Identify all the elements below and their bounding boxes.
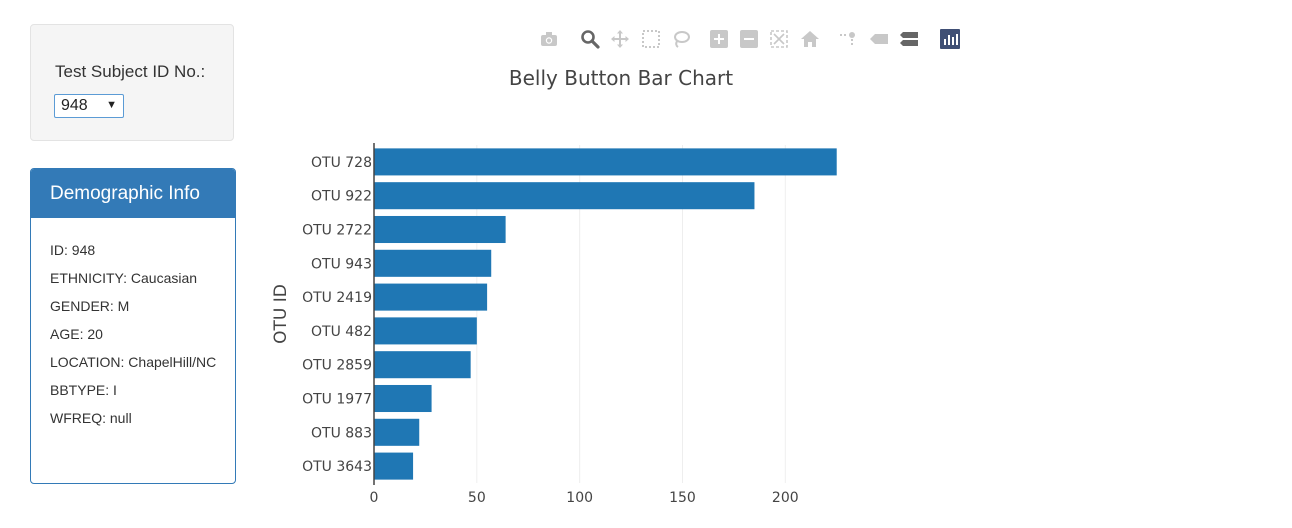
x-tick-label: 50 xyxy=(468,490,486,506)
y-axis-title: OTU ID xyxy=(271,284,291,344)
metadata-line: ID: 948 xyxy=(50,242,96,258)
y-tick-label: OTU 883 xyxy=(311,425,372,441)
bar[interactable] xyxy=(374,384,432,413)
y-tick-label: OTU 943 xyxy=(311,256,372,272)
metadata-line: WFREQ: null xyxy=(50,410,132,426)
subject-id-dropdown[interactable]: 948 ▼ xyxy=(54,94,124,118)
bar[interactable] xyxy=(374,418,420,446)
metadata-line: LOCATION: ChapelHill/NC xyxy=(50,354,217,370)
metadata-line: GENDER: M xyxy=(50,298,130,314)
bar[interactable] xyxy=(374,351,471,379)
bar[interactable] xyxy=(374,452,414,480)
y-tick-label: OTU 922 xyxy=(311,189,372,205)
hover-compare-icon[interactable] xyxy=(898,28,920,50)
bar[interactable] xyxy=(374,148,837,176)
spike-lines-icon[interactable] xyxy=(837,28,859,50)
y-tick-label: OTU 2419 xyxy=(302,290,372,306)
zoom-icon[interactable] xyxy=(579,28,601,50)
metadata-line: BBTYPE: I xyxy=(50,382,117,398)
hover-closest-icon[interactable] xyxy=(868,28,890,50)
bar[interactable] xyxy=(374,317,477,345)
bar[interactable] xyxy=(374,182,755,210)
autoscale-icon[interactable] xyxy=(768,28,790,50)
metadata-line: AGE: 20 xyxy=(50,326,103,342)
plotly-logo-icon[interactable] xyxy=(939,28,961,50)
y-tick-label: OTU 2859 xyxy=(302,358,372,374)
panel-title: Demographic Info xyxy=(31,169,235,218)
lasso-select-icon[interactable] xyxy=(670,28,692,50)
x-tick-label: 150 xyxy=(669,490,696,506)
chart-title: Belly Button Bar Chart xyxy=(509,66,733,90)
y-tick-label: OTU 2722 xyxy=(302,223,372,239)
subject-id-value: 948 xyxy=(61,97,88,114)
y-tick-labels: OTU 728 OTU 922 OTU 2722 OTU 943 OTU 2419 OTU… xyxy=(302,155,372,475)
x-tick-label: 0 xyxy=(370,490,379,506)
bar[interactable] xyxy=(374,249,492,277)
y-tick-label: OTU 482 xyxy=(311,324,372,340)
bar[interactable] xyxy=(374,283,488,311)
pan-icon[interactable] xyxy=(609,28,631,50)
zoom-out-icon[interactable] xyxy=(738,28,760,50)
x-tick-label: 100 xyxy=(566,490,593,506)
panel-body: ID: 948 ETHNICITY: Caucasian GENDER: M A… xyxy=(31,218,235,426)
zoom-in-icon[interactable] xyxy=(708,28,730,50)
x-tick-label: 200 xyxy=(772,490,799,506)
bar[interactable] xyxy=(374,215,506,244)
subject-select-label: Test Subject ID No.: xyxy=(55,62,206,81)
box-select-icon[interactable] xyxy=(640,28,662,50)
y-tick-label: OTU 728 xyxy=(311,155,372,171)
bars xyxy=(374,148,837,480)
demographic-info-panel: Demographic Info ID: 948 ETHNICITY: Cauc… xyxy=(30,168,236,484)
x-tick-labels: 0 50 100 150 200 xyxy=(370,490,799,506)
y-tick-label: OTU 3643 xyxy=(302,459,372,475)
y-tick-label: OTU 1977 xyxy=(302,392,372,408)
camera-icon[interactable] xyxy=(538,28,560,50)
subject-selector-well: Test Subject ID No.: 948 ▼ xyxy=(30,24,234,141)
metadata-line: ETHNICITY: Caucasian xyxy=(50,270,198,286)
chevron-down-icon: ▼ xyxy=(106,99,117,111)
reset-axes-icon[interactable] xyxy=(799,28,821,50)
